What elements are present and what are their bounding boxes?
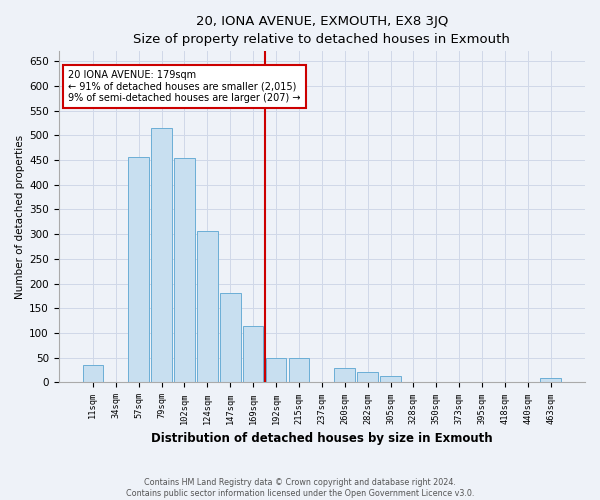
Bar: [128, 156, 149, 382]
Title: 20, IONA AVENUE, EXMOUTH, EX8 3JQ
Size of property relative to detached houses i: 20, IONA AVENUE, EXMOUTH, EX8 3JQ Size o…: [133, 15, 510, 46]
Bar: [197, 230, 218, 382]
Bar: [358, 372, 378, 382]
Text: 20 IONA AVENUE: 179sqm
← 91% of detached houses are smaller (2,015)
9% of semi-d: 20 IONA AVENUE: 179sqm ← 91% of detached…: [68, 70, 301, 103]
Bar: [289, 358, 309, 382]
Text: Contains HM Land Registry data © Crown copyright and database right 2024.
Contai: Contains HM Land Registry data © Crown c…: [126, 478, 474, 498]
Bar: [334, 368, 355, 382]
Y-axis label: Number of detached properties: Number of detached properties: [15, 135, 25, 299]
Bar: [541, 378, 561, 382]
Bar: [220, 292, 241, 382]
Bar: [83, 365, 103, 382]
X-axis label: Distribution of detached houses by size in Exmouth: Distribution of detached houses by size …: [151, 432, 493, 445]
Bar: [174, 158, 195, 382]
Bar: [243, 326, 263, 382]
Bar: [380, 376, 401, 382]
Bar: [266, 358, 286, 382]
Bar: [151, 128, 172, 382]
